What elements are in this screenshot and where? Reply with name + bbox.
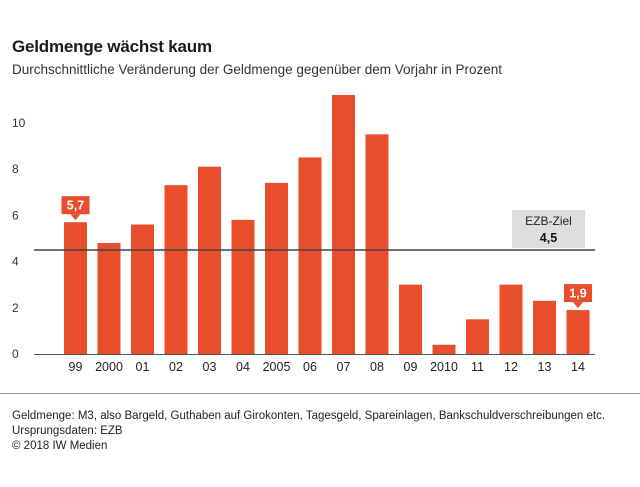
data-label-box [564, 284, 592, 303]
bar [533, 300, 556, 354]
y-tick-label: 2 [12, 301, 19, 315]
x-tick-label: 03 [203, 360, 217, 374]
x-tick-label: 2005 [263, 360, 291, 374]
x-tick-label: 07 [337, 360, 351, 374]
reference-label-box [512, 210, 585, 248]
bar [466, 319, 489, 354]
bar [97, 243, 121, 354]
x-tick-label: 02 [169, 360, 183, 374]
x-tick-label: 06 [303, 360, 317, 374]
footnote-definition: Geldmenge: M3, also Bargeld, Guthaben au… [12, 410, 606, 422]
footer-notes: Geldmenge: M3, also Bargeld, Guthaben au… [12, 409, 605, 454]
x-tick-label: 11 [471, 360, 484, 374]
bar [265, 182, 288, 354]
data-label-box [61, 196, 90, 215]
x-tick-label: 13 [538, 360, 552, 374]
y-tick-label: 0 [12, 347, 19, 361]
bar [365, 134, 389, 354]
bar [131, 224, 154, 354]
bar [332, 95, 355, 354]
bar [399, 284, 422, 354]
x-tick-label: 09 [404, 360, 418, 374]
data-label: 5,7 [67, 199, 84, 213]
data-label-pointer [573, 302, 583, 309]
footnote-copyright: © 2018 IW Medien [12, 440, 108, 452]
bar [499, 284, 523, 354]
reference-label: EZB-Ziel [525, 214, 572, 228]
y-tick-label: 10 [12, 116, 26, 130]
x-tick-label: 12 [504, 360, 518, 374]
y-tick-label: 6 [12, 208, 19, 222]
data-label: 1,9 [569, 287, 586, 301]
x-tick-label: 01 [136, 360, 150, 374]
chart-title: Geldmenge wächst kaum [12, 37, 212, 56]
x-tick-label: 04 [236, 360, 250, 374]
bar [298, 157, 322, 354]
x-tick-label: 2010 [430, 360, 458, 374]
x-tick-label: 99 [69, 360, 83, 374]
x-tick-label: 08 [370, 360, 384, 374]
footnote-source: Ursprungsdaten: EZB [12, 425, 123, 437]
x-tick-label: 14 [571, 360, 585, 374]
bar [198, 166, 221, 354]
chart-subtitle: Durchschnittliche Veränderung der Geldme… [12, 62, 503, 77]
data-label-pointer [70, 214, 81, 221]
reference-value-label: 4,5 [540, 231, 557, 245]
bar [64, 222, 87, 354]
footer-divider [0, 393, 640, 394]
x-tick-label: 2000 [95, 360, 123, 374]
bar [566, 310, 590, 354]
bar [164, 185, 188, 354]
bar [432, 344, 456, 354]
y-tick-label: 4 [12, 255, 19, 269]
y-tick-label: 8 [12, 162, 19, 176]
bar [231, 219, 255, 354]
